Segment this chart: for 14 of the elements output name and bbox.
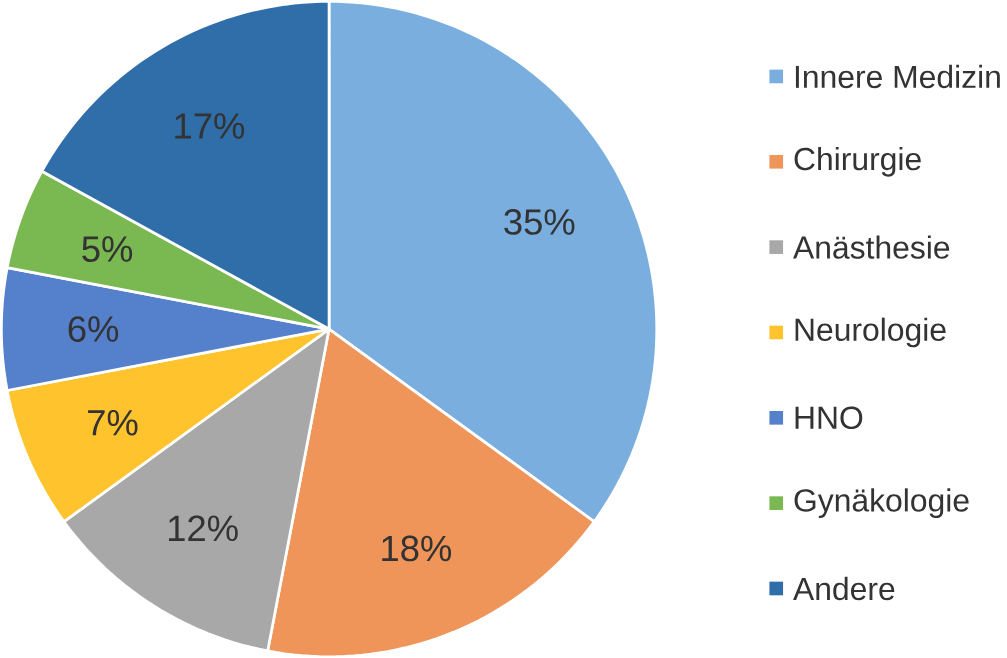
legend-label: Neurologie: [795, 317, 946, 348]
legend-label: Andere: [793, 576, 895, 601]
data-label: 5%: [82, 236, 133, 262]
legend-label: Gynäkologie: [794, 488, 969, 518]
data-label: 35%: [504, 209, 575, 235]
data-label: 7%: [88, 409, 138, 436]
legend-label: HNO: [795, 406, 863, 430]
data-label: 6%: [68, 316, 119, 342]
legend-label: Anästhesie: [793, 235, 950, 259]
legend-label: Chirurgie: [794, 146, 921, 177]
legend-label: Innere Medizin: [795, 64, 1000, 89]
data-label: 17%: [175, 113, 245, 139]
data-label: 12%: [168, 515, 238, 542]
data-label: 18%: [382, 535, 452, 562]
